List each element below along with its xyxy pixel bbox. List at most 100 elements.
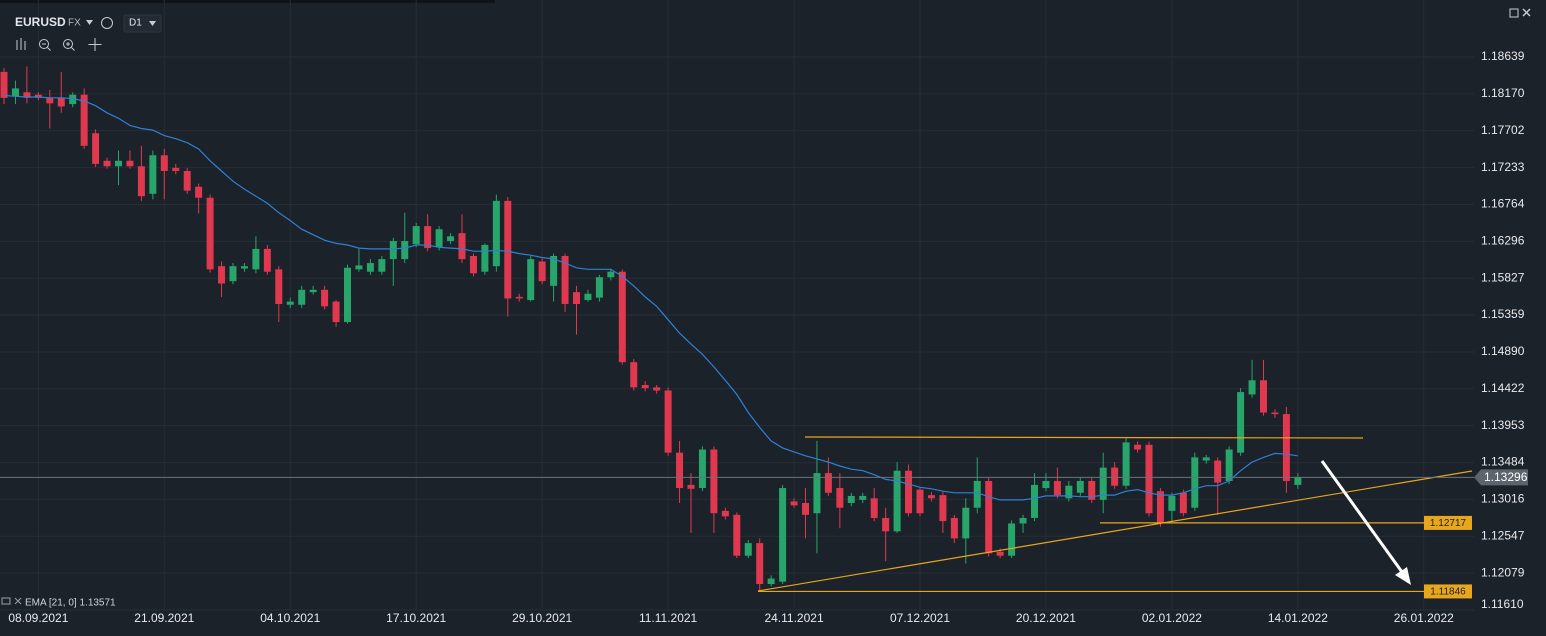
zoom-in-glyph (66, 42, 75, 51)
resistance-line (804, 436, 1364, 439)
candle-body (126, 160, 134, 167)
last-price-box (1474, 469, 1528, 486)
x-tick-label: 29.10.2021 (512, 611, 572, 625)
y-tick-label: 1.14890 (1481, 344, 1525, 358)
tool-icons (16, 38, 102, 51)
candle-body (916, 489, 924, 514)
candle-body (115, 160, 122, 167)
candle-body (1225, 449, 1233, 481)
zoom-out-icon[interactable] (39, 39, 49, 49)
chart-type-icon[interactable] (16, 38, 26, 50)
level-label-box (1424, 584, 1472, 599)
candle-body (34, 94, 42, 98)
y-tick-label: 1.11610 (1481, 597, 1524, 611)
candle-body (1271, 412, 1279, 415)
candle-body (1237, 392, 1245, 453)
candle-body (676, 452, 684, 489)
window-icon[interactable] (1509, 8, 1519, 18)
candle-body (481, 244, 489, 272)
symbol-dropdown[interactable] (86, 20, 93, 25)
candle-body (389, 241, 397, 260)
x-tick-label: 24.11.2021 (764, 611, 823, 625)
level-label: 1.12717 (1430, 518, 1467, 529)
candle-body (824, 473, 832, 493)
market: FX (68, 18, 81, 29)
timeframe: D1 (129, 18, 142, 29)
candle-body (687, 484, 695, 489)
candle-body (240, 266, 248, 269)
y-tick-label: 1.13016 (1481, 492, 1525, 506)
arrow-head (1395, 567, 1411, 585)
x-tick-label: 21.09.2021 (134, 611, 194, 625)
candle-body (756, 543, 764, 585)
candle-body (160, 155, 168, 171)
candle-body (744, 543, 752, 556)
candle-body (92, 133, 100, 164)
zoom-in-icon[interactable] (63, 39, 73, 49)
indicator-remove[interactable] (14, 597, 22, 605)
candle-body (344, 267, 351, 323)
candle-body (584, 293, 592, 301)
timeframe-box[interactable] (123, 14, 162, 33)
level-label-box (1424, 515, 1472, 530)
candle-body (698, 449, 706, 489)
candle-body (779, 488, 787, 582)
y-tick-label: 1.12079 (1481, 565, 1525, 579)
candle-body (847, 495, 855, 504)
candle-body (57, 97, 65, 107)
toolbar: EURUSD FX D1 (15, 8, 1531, 51)
candle-body (218, 266, 226, 284)
y-tick-label: 1.18170 (1481, 86, 1525, 100)
candle-body (252, 248, 260, 270)
indicator-icon[interactable] (1, 597, 11, 605)
level-label: 1.11846 (1430, 587, 1466, 598)
candle-body (1088, 480, 1096, 500)
candle-body (710, 449, 718, 514)
candle-body (206, 197, 214, 270)
candle-body (309, 289, 317, 293)
x-tick-label: 11.11.2021 (639, 611, 698, 625)
top-strip (0, 0, 495, 3)
candle-body (23, 92, 31, 98)
timeframe-dropdown[interactable] (149, 21, 156, 26)
x-tick-label: 26.01.2022 (1394, 611, 1454, 625)
info-icon[interactable] (101, 17, 113, 29)
y-tick-label: 1.17233 (1481, 160, 1525, 174)
candle-body (905, 470, 913, 514)
candle-body (183, 170, 191, 191)
candle-body (172, 167, 180, 171)
y-tick-label: 1.14422 (1481, 381, 1525, 395)
candle-body (927, 495, 935, 499)
x-tick-label: 20.12.2021 (1016, 611, 1076, 625)
candle-body (790, 501, 798, 506)
last-price-label: 1.13296 (1484, 470, 1528, 484)
candle-body (1065, 485, 1073, 499)
close-icon[interactable] (1522, 8, 1531, 17)
candle-body (458, 233, 466, 260)
candle-body (11, 88, 19, 97)
candle-body (401, 241, 409, 260)
candle-body (1179, 492, 1187, 514)
candle-body (1008, 523, 1016, 556)
candle-body (882, 517, 890, 532)
crosshair-icon[interactable] (88, 38, 102, 51)
candle-body (286, 301, 294, 305)
candle-body (229, 266, 237, 282)
candle-body (1122, 442, 1130, 486)
symbol[interactable]: EURUSD (15, 15, 66, 29)
x-tick-label: 07.12.2021 (890, 611, 950, 625)
y-tick-label: 1.16296 (1481, 234, 1525, 248)
axes: 1.18639 1.18170 1.17702 1.17233 1.16764 1.162… (8, 49, 1528, 625)
candle-body (1214, 460, 1222, 483)
ema-line (3, 94, 1298, 501)
candle-body (630, 362, 638, 388)
candle-body (103, 160, 111, 167)
candle-body (1076, 480, 1084, 493)
indicator-label: EMA [21, 0] 1.13571 (25, 598, 116, 609)
candle-body (515, 296, 523, 299)
candle-body (332, 301, 340, 323)
candle-body (1191, 457, 1199, 508)
candle-body (1294, 477, 1302, 485)
y-tick-label: 1.13484 (1481, 455, 1525, 469)
